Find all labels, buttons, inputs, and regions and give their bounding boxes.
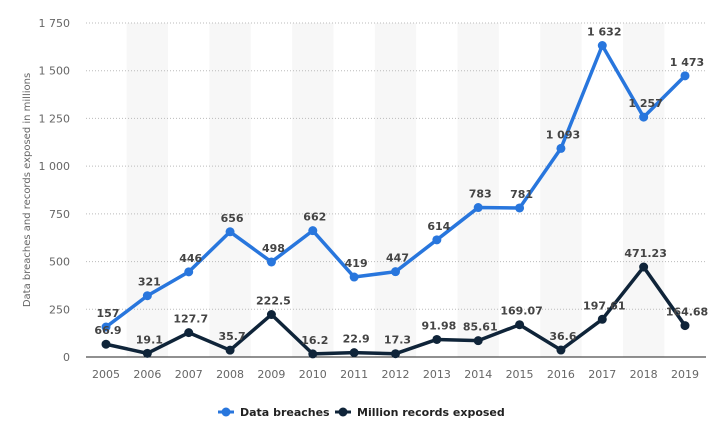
data-point bbox=[515, 203, 525, 213]
data-label: 19.1 bbox=[136, 333, 163, 346]
y-tick-label: 250 bbox=[49, 303, 70, 316]
data-point bbox=[432, 235, 442, 245]
data-label: 656 bbox=[221, 212, 244, 225]
x-tick-label: 2011 bbox=[340, 368, 368, 381]
data-label: 419 bbox=[345, 257, 368, 270]
data-point bbox=[597, 314, 607, 324]
data-point bbox=[225, 345, 235, 355]
data-label: 91.98 bbox=[421, 319, 456, 332]
background-band bbox=[622, 23, 665, 357]
x-tick-label: 2015 bbox=[506, 368, 534, 381]
data-point bbox=[308, 226, 318, 236]
x-tick-label: 2008 bbox=[216, 368, 244, 381]
data-label: 85.61 bbox=[463, 321, 498, 334]
data-label: 1 632 bbox=[587, 26, 621, 39]
data-point bbox=[597, 41, 607, 51]
y-tick-label: 0 bbox=[63, 351, 70, 364]
data-point bbox=[266, 310, 276, 320]
x-tick-label: 2017 bbox=[588, 368, 616, 381]
x-tick-label: 2009 bbox=[257, 368, 285, 381]
x-tick-label: 2007 bbox=[175, 368, 203, 381]
data-label: 222.5 bbox=[256, 295, 291, 308]
data-label: 164.68 bbox=[666, 306, 708, 319]
x-tick-label: 2014 bbox=[464, 368, 492, 381]
data-point bbox=[142, 291, 152, 301]
background-band bbox=[457, 23, 499, 357]
x-tick-label: 2005 bbox=[92, 368, 120, 381]
x-tick-label: 2006 bbox=[133, 368, 161, 381]
data-label: 17.3 bbox=[384, 334, 411, 347]
data-point bbox=[556, 345, 566, 355]
background-band bbox=[126, 23, 169, 357]
data-label: 471.23 bbox=[624, 247, 666, 260]
legend-label: Million records exposed bbox=[357, 406, 505, 419]
y-tick-label: 500 bbox=[49, 256, 70, 269]
background-band bbox=[374, 23, 417, 357]
y-tick-label: 1 250 bbox=[39, 112, 71, 125]
y-axis-label: Data breaches and records exposed in mil… bbox=[22, 73, 33, 307]
data-point bbox=[473, 203, 483, 213]
data-label: 1 473 bbox=[670, 56, 704, 69]
background-band bbox=[292, 23, 334, 357]
x-tick-label: 2019 bbox=[671, 368, 699, 381]
data-label: 66.9 bbox=[94, 324, 121, 337]
data-point bbox=[639, 112, 649, 122]
legend-label: Data breaches bbox=[240, 406, 330, 419]
x-tick-label: 2018 bbox=[630, 368, 658, 381]
data-point bbox=[473, 336, 483, 346]
data-label: 662 bbox=[303, 211, 326, 224]
x-tick-label: 2010 bbox=[299, 368, 327, 381]
data-label: 446 bbox=[179, 252, 202, 265]
data-label: 1 093 bbox=[546, 128, 580, 141]
x-tick-label: 2013 bbox=[423, 368, 451, 381]
data-point bbox=[391, 349, 400, 359]
data-label: 127.7 bbox=[173, 313, 208, 326]
legend-item-data-breaches[interactable]: Data breaches bbox=[218, 406, 330, 419]
data-point bbox=[101, 322, 111, 332]
y-tick-label: 1 750 bbox=[39, 17, 71, 30]
data-point bbox=[515, 320, 525, 330]
legend-marker bbox=[221, 407, 231, 417]
x-tick-label: 2016 bbox=[547, 368, 575, 381]
data-point bbox=[349, 272, 359, 282]
data-label: 16.2 bbox=[301, 334, 328, 347]
legend-item-million-records-exposed[interactable]: Million records exposed bbox=[335, 406, 505, 419]
x-tick-label: 2012 bbox=[382, 368, 410, 381]
data-label: 22.9 bbox=[343, 333, 370, 346]
data-point bbox=[308, 349, 318, 359]
data-label: 36.6 bbox=[549, 330, 576, 343]
data-point bbox=[225, 227, 235, 237]
y-tick-label: 1 500 bbox=[39, 65, 71, 78]
data-label: 614 bbox=[427, 220, 450, 233]
data-label: 157 bbox=[97, 307, 120, 320]
data-point bbox=[680, 71, 690, 81]
data-label: 197.61 bbox=[583, 299, 625, 312]
data-point bbox=[349, 348, 359, 358]
data-label: 321 bbox=[138, 276, 161, 289]
data-point bbox=[184, 328, 194, 338]
data-label: 781 bbox=[510, 188, 533, 201]
data-point bbox=[391, 267, 400, 277]
data-point bbox=[680, 321, 690, 331]
data-point bbox=[142, 348, 152, 358]
data-label: 1 257 bbox=[628, 97, 662, 110]
data-label: 35.7 bbox=[219, 330, 246, 343]
legend: Data breaches Million records exposed bbox=[218, 406, 505, 419]
data-label: 169.07 bbox=[500, 305, 542, 318]
y-tick-label: 1 000 bbox=[39, 160, 71, 173]
data-point bbox=[101, 339, 111, 349]
data-label: 498 bbox=[262, 242, 285, 255]
data-point bbox=[266, 257, 276, 267]
data-point bbox=[639, 262, 649, 272]
legend-marker bbox=[338, 407, 348, 417]
y-tick-label: 750 bbox=[49, 208, 70, 221]
data-point bbox=[432, 334, 442, 344]
data-point bbox=[556, 143, 566, 153]
data-point bbox=[184, 267, 194, 277]
data-label: 447 bbox=[386, 252, 409, 265]
data-label: 783 bbox=[469, 188, 492, 201]
background-band bbox=[540, 23, 582, 357]
background-band bbox=[209, 23, 251, 357]
